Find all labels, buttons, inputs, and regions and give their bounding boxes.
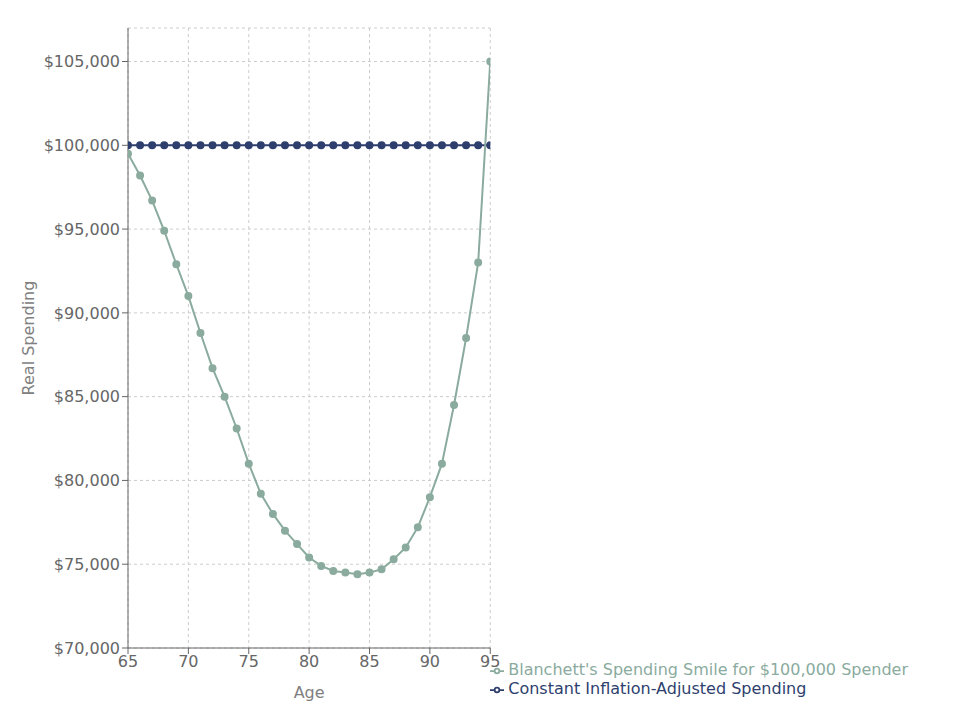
html-text:Constant Inflation-Adjusted Sp: Constant Inflation-Adjusted Spending: [508, 679, 807, 698]
svg-text:Real Spending: Real Spending: [19, 281, 38, 396]
svg-text:80: 80: [299, 652, 319, 671]
svg-text:65: 65: [118, 652, 138, 671]
svg-text:$90,000: $90,000: [54, 304, 120, 323]
svg-text:85: 85: [359, 652, 379, 671]
svg-text:$85,000: $85,000: [54, 387, 120, 406]
svg-text:$95,000: $95,000: [54, 220, 120, 239]
svg-text:Age: Age: [294, 683, 325, 702]
svg-text:90: 90: [420, 652, 440, 671]
svg-text:95: 95: [480, 652, 500, 671]
svg-text:75: 75: [239, 652, 259, 671]
svg-text:$75,000: $75,000: [54, 555, 120, 574]
svg-text:$70,000: $70,000: [54, 639, 120, 658]
html-text:Blanchett's Spending Smile for: Blanchett's Spending Smile for $100,000 …: [508, 660, 908, 679]
svg-text:$100,000: $100,000: [44, 136, 120, 155]
svg-text:$80,000: $80,000: [54, 471, 120, 490]
svg-text:70: 70: [178, 652, 198, 671]
svg-text:$105,000: $105,000: [44, 52, 120, 71]
